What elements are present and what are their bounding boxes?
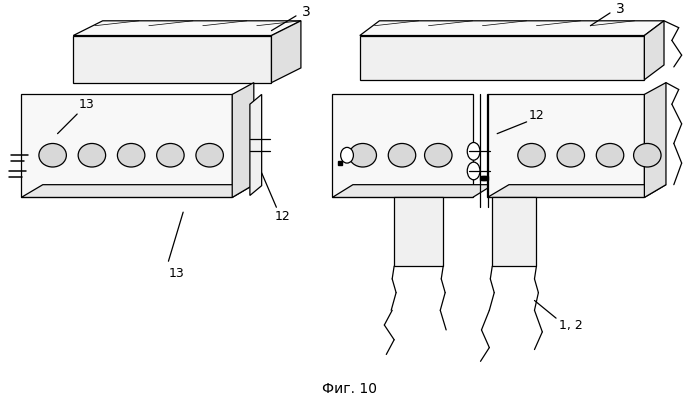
- Ellipse shape: [424, 144, 452, 167]
- Text: 13: 13: [79, 98, 95, 111]
- Ellipse shape: [341, 147, 353, 163]
- Polygon shape: [644, 21, 664, 80]
- Polygon shape: [21, 94, 232, 198]
- Polygon shape: [73, 21, 301, 36]
- Text: 12: 12: [528, 110, 544, 122]
- Polygon shape: [272, 21, 301, 83]
- Text: 12: 12: [274, 210, 290, 222]
- Text: 3: 3: [302, 5, 310, 19]
- Polygon shape: [359, 36, 644, 80]
- Polygon shape: [487, 185, 666, 198]
- Polygon shape: [644, 83, 666, 198]
- Ellipse shape: [467, 142, 480, 160]
- Polygon shape: [332, 185, 493, 198]
- Ellipse shape: [596, 144, 624, 167]
- Polygon shape: [487, 94, 644, 198]
- Text: 3: 3: [616, 2, 624, 16]
- Ellipse shape: [78, 144, 105, 167]
- Ellipse shape: [467, 162, 480, 180]
- Ellipse shape: [196, 144, 223, 167]
- Polygon shape: [492, 198, 537, 266]
- Polygon shape: [73, 36, 272, 83]
- Text: 1, 2: 1, 2: [559, 320, 583, 332]
- Polygon shape: [332, 94, 473, 198]
- Ellipse shape: [349, 144, 376, 167]
- Ellipse shape: [39, 144, 66, 167]
- Polygon shape: [394, 198, 443, 266]
- Ellipse shape: [518, 144, 545, 167]
- Polygon shape: [21, 185, 254, 198]
- Polygon shape: [232, 83, 254, 198]
- Text: Фиг. 10: Фиг. 10: [322, 382, 376, 396]
- Ellipse shape: [557, 144, 584, 167]
- Ellipse shape: [156, 144, 184, 167]
- Ellipse shape: [634, 144, 661, 167]
- Text: 13: 13: [168, 266, 184, 280]
- Ellipse shape: [117, 144, 145, 167]
- Ellipse shape: [388, 144, 416, 167]
- Polygon shape: [359, 21, 664, 36]
- Polygon shape: [250, 94, 262, 196]
